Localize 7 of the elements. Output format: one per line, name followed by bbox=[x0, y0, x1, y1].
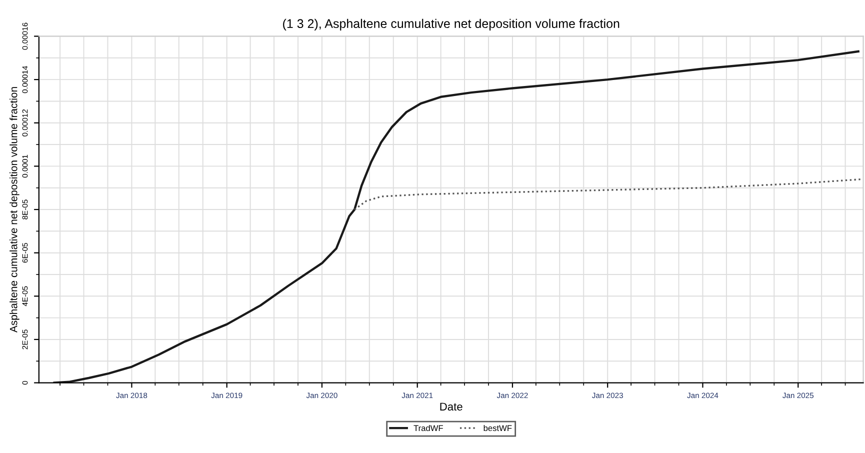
y-axis-title: Asphaltene cumulative net deposition volume fraction bbox=[10, 87, 20, 333]
chart-title: (1 3 2), Asphaltene cumulative net deposition volume fraction bbox=[283, 18, 620, 30]
line-series bbox=[53, 50, 860, 383]
line-series bbox=[354, 178, 864, 210]
legend-label: bestWF bbox=[484, 424, 512, 432]
x-axis-title: Date bbox=[440, 402, 462, 411]
legend-label: TradWF bbox=[414, 424, 443, 432]
